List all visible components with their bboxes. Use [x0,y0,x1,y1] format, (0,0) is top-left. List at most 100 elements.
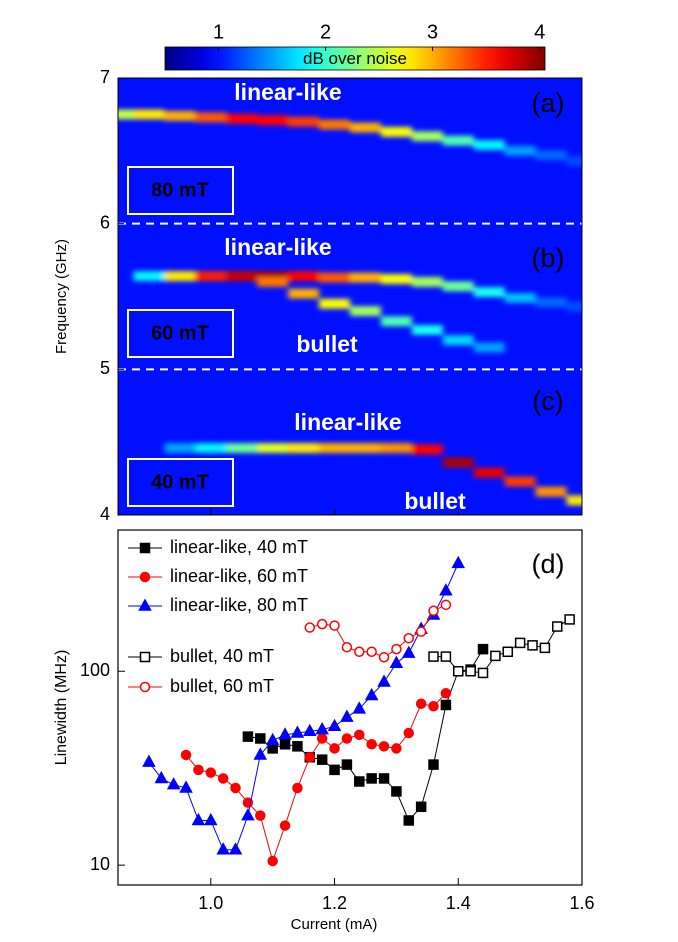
marker [142,754,156,767]
ridge-cell [319,119,350,130]
marker [204,812,218,826]
marker [391,786,402,797]
ridges [118,109,582,506]
marker [228,842,243,855]
marker [329,764,340,776]
ridge-cell [226,442,258,453]
ridge-cell [566,301,582,312]
marker [267,855,278,867]
marker [465,665,476,677]
marker [366,773,377,784]
field-box [127,166,234,215]
field-box [127,458,234,507]
series-line [185,692,447,863]
plot-frame [117,529,583,886]
marker [315,722,329,735]
ridge-cell [257,276,289,287]
ridge-cell [411,131,443,142]
marker [327,718,342,732]
marker [440,687,452,699]
ridge-cell [473,467,505,478]
marker [180,749,192,761]
marker [440,651,452,662]
ridge-cell [535,486,567,497]
marker [304,752,316,763]
marker [389,655,404,668]
marker [253,747,268,760]
marker [354,776,365,787]
marker [453,665,464,677]
marker [205,767,217,778]
ridge-cell [118,109,134,120]
marker [139,651,151,663]
y-tick-label: 6 [100,212,110,232]
marker [477,643,489,655]
field-label: 40 mT [151,471,209,493]
ridge-cell [257,442,289,453]
ridge-cell [350,442,381,453]
ridge-cell [133,271,165,282]
panel-label: (a) [532,88,565,118]
marker [428,700,439,712]
marker [364,687,379,701]
ridge-cell [442,135,474,146]
ridge-label: linear-like [234,79,341,105]
marker [329,743,340,754]
marker [191,812,206,826]
marker [341,641,353,653]
marker [366,646,377,658]
ridge-cell [411,276,443,287]
ridge-cell [411,444,443,455]
marker [304,622,316,633]
legend-label: linear-like, 80 mT [170,595,308,615]
marker [354,729,365,741]
marker [230,782,241,794]
marker [329,620,340,631]
panel-label: (c) [532,386,563,416]
marker [439,583,453,596]
colorbar-tick-label: 3 [427,21,438,43]
y-tick-label: 5 [100,358,110,378]
ridge-cell [164,271,196,282]
x-tick-label: 1.6 [569,893,594,913]
marker [391,743,402,754]
marker [255,733,266,744]
marker [316,754,328,765]
y-tick-label: 10 [90,854,110,874]
ridge-cell [288,442,320,453]
ridge-label: bullet [404,488,466,514]
ridge-cell [411,325,443,336]
ridge-cell [319,442,350,453]
marker [403,727,415,739]
ridge-label: bullet [296,331,358,357]
ridge-cell [535,150,567,161]
marker [402,645,416,658]
marker [341,759,353,770]
ridge-cell [504,476,536,487]
marker [477,667,489,679]
marker [303,723,317,737]
colorbar-label: dB over noise [303,49,407,68]
ridge-cell [350,272,381,283]
heatmap-frame [117,77,583,516]
marker [292,782,303,794]
ridge-cell [195,112,227,123]
ridge-cell [164,442,196,453]
marker [316,733,328,744]
x-tick-label: 1.0 [198,893,223,913]
marker [378,652,390,663]
ridge-cell [504,145,536,156]
marker [139,681,151,693]
colorbar-tick-label: 4 [534,21,545,43]
legend-label: linear-like, 60 mT [170,566,308,586]
field-box [127,309,234,358]
ridge-cell [257,271,289,282]
y-axis-label: Frequency (GHz) [53,239,70,354]
ridge-cell [535,297,567,308]
marker [242,731,254,742]
ridge-cell [504,292,536,303]
marker [340,709,354,722]
ridge-cell [380,316,412,327]
marker [316,618,328,630]
